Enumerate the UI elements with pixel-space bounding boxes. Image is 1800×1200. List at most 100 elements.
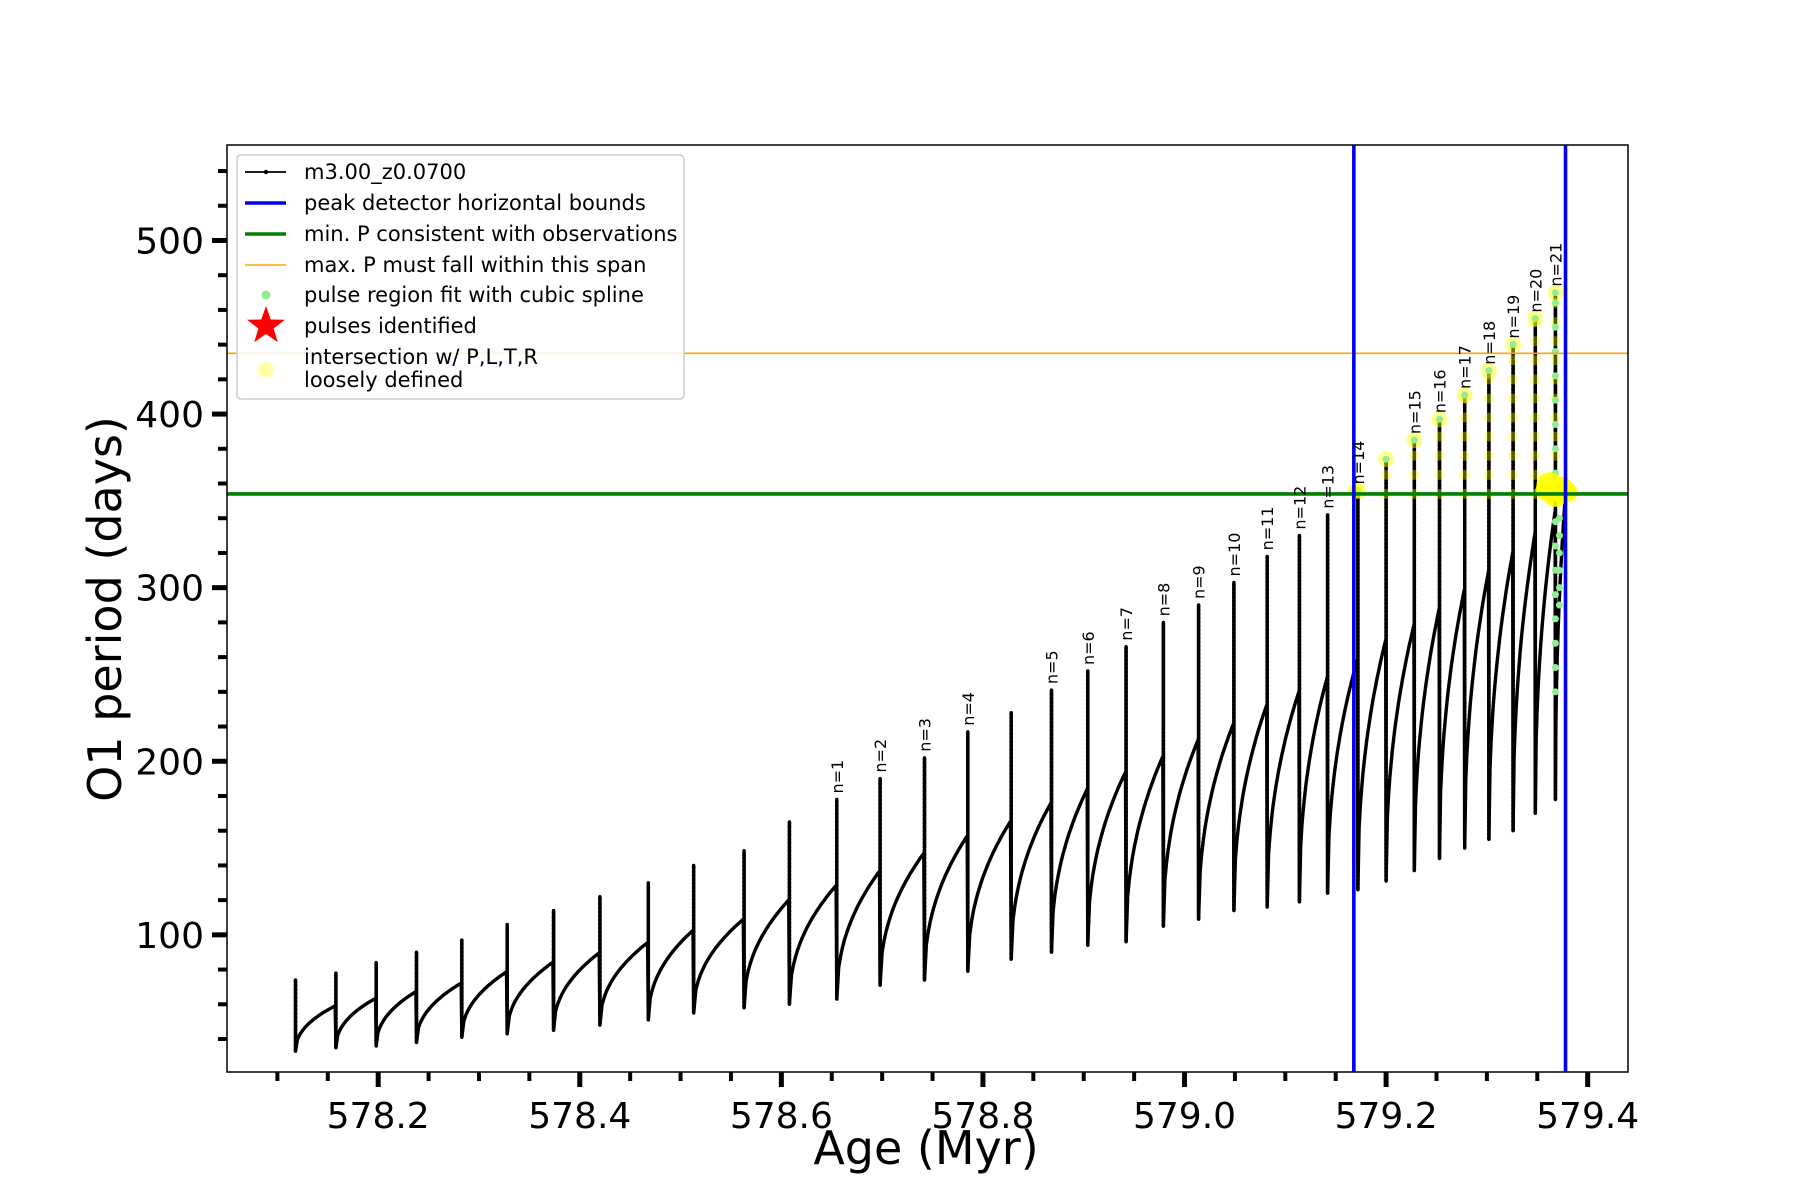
x-tick-label: 578.2	[327, 1096, 430, 1137]
spline-point	[1555, 549, 1563, 557]
spline-point	[1382, 455, 1390, 463]
spline-point	[1551, 445, 1559, 453]
legend-label: m3.00_z0.0700	[304, 160, 466, 185]
pulse-label: n=9	[1190, 565, 1209, 599]
loose-intersection-point	[1409, 469, 1420, 480]
loose-intersection-point	[1550, 355, 1561, 366]
spline-point	[1555, 584, 1563, 592]
y-tick-label: 400	[135, 395, 204, 436]
loose-intersection-point	[1483, 393, 1494, 404]
spline-point	[1461, 391, 1469, 399]
pulse-label: n=6	[1079, 631, 1098, 665]
loose-intersection-point	[1483, 469, 1494, 480]
pulse-label: n=1	[828, 760, 847, 794]
spline-point	[1551, 591, 1559, 599]
spline-point	[1551, 664, 1559, 672]
loose-intersection-point	[1459, 431, 1470, 442]
spline-point	[1555, 514, 1563, 522]
loose-intersection-point	[1508, 450, 1519, 461]
pulse-label: n=2	[871, 739, 890, 773]
loose-intersection-point	[1550, 317, 1561, 328]
spline-point	[1555, 601, 1563, 609]
spline-point	[1410, 436, 1418, 444]
loose-intersection-point	[1550, 431, 1561, 442]
loose-intersection-point	[1530, 336, 1541, 347]
intersection-point	[1535, 481, 1554, 500]
legend-label: min. P consistent with observations	[304, 222, 677, 246]
loose-intersection-point	[1530, 412, 1541, 423]
spline-point	[1551, 372, 1559, 380]
x-tick-label: 578.6	[730, 1096, 833, 1137]
spline-point	[1509, 341, 1517, 349]
pulse-label: n=19	[1504, 295, 1523, 339]
spline-point	[1551, 299, 1559, 307]
legend-box	[236, 154, 685, 400]
spline-point	[1551, 420, 1559, 428]
pulse-label: n=18	[1480, 321, 1499, 365]
spline-point	[1551, 323, 1559, 331]
loose-intersection-point	[1550, 412, 1561, 423]
loose-intersection-point	[1483, 412, 1494, 423]
plot-frame	[226, 144, 1629, 1073]
y-tick-label: 200	[135, 742, 204, 783]
pulse-label: n=12	[1290, 486, 1309, 530]
legend-label: pulse region fit with cubic spline	[304, 283, 644, 307]
y-tick-label: 100	[135, 916, 204, 957]
loose-intersection-point	[1530, 374, 1541, 385]
loose-intersection-point	[1550, 450, 1561, 461]
x-tick-label: 579.2	[1335, 1096, 1438, 1137]
loose-intersection-point	[1550, 336, 1561, 347]
spline-point	[1551, 615, 1559, 623]
x-tick-label: 578.4	[528, 1096, 631, 1137]
spline-point	[1551, 639, 1559, 647]
pulse-label: n=17	[1456, 345, 1475, 389]
loose-intersection-point	[1483, 450, 1494, 461]
axes: 578.2 578.4 578.6 578.8 579.0 579.2 579.4 100 20…	[135, 169, 1639, 1137]
pulse-label: n=15	[1405, 390, 1424, 434]
loose-intersection-point	[1434, 431, 1445, 442]
legend-label: loosely defined	[304, 368, 463, 392]
loose-intersection-point	[1508, 469, 1519, 480]
pulse-label: n=11	[1258, 506, 1277, 550]
spline-point	[1555, 532, 1563, 540]
spline-point	[1551, 688, 1559, 696]
pulse-label: n=8	[1154, 583, 1173, 617]
pulse-label: n=16	[1431, 369, 1450, 413]
legend-label: pulses identified	[304, 314, 477, 338]
loose-intersection-point	[1508, 412, 1519, 423]
spline-point	[1485, 367, 1493, 375]
legend-loose-icon	[258, 362, 274, 378]
legend-track-dot-icon	[263, 169, 269, 175]
pulse-label: n=3	[916, 718, 935, 752]
loose-intersection-point	[1508, 355, 1519, 366]
loose-intersection-point	[1530, 469, 1541, 480]
x-tick-label: 578.8	[931, 1096, 1034, 1137]
loose-intersection-point	[1508, 431, 1519, 442]
loose-intersection-point	[1459, 469, 1470, 480]
loose-intersection-point	[1381, 469, 1392, 480]
pulse-label: n=20	[1526, 269, 1545, 313]
loose-intersection-point	[1459, 450, 1470, 461]
legend-label: max. P must fall within this span	[304, 253, 646, 277]
pulse-label: n=7	[1117, 607, 1136, 641]
pulse-label: n=13	[1319, 465, 1338, 509]
pulse-labels: n=1 n=2 n=3 n=4 n=5 n=6 n=7 n=8 n=9 n=10 n=11 n=12 n…	[828, 243, 1566, 794]
spline-point	[1436, 415, 1444, 423]
loose-intersection-point	[1530, 450, 1541, 461]
loose-intersection-point	[1508, 374, 1519, 385]
pulse-label: n=10	[1225, 533, 1244, 577]
spline-point	[1531, 315, 1539, 323]
loose-intersection-point	[1483, 374, 1494, 385]
loose-intersection-point	[1409, 450, 1420, 461]
spline-point	[1551, 542, 1559, 550]
loose-intersection-point	[1508, 393, 1519, 404]
loose-intersection-point	[1530, 431, 1541, 442]
spline-point	[1551, 289, 1559, 297]
legend-spline-icon	[261, 290, 271, 300]
x-axis-title: Age (Myr)	[813, 1121, 1038, 1175]
pulse-label: n=21	[1546, 243, 1565, 287]
spline-point	[1555, 566, 1563, 574]
loose-intersection-point	[1434, 469, 1445, 480]
loose-intersection-point	[1530, 355, 1541, 366]
